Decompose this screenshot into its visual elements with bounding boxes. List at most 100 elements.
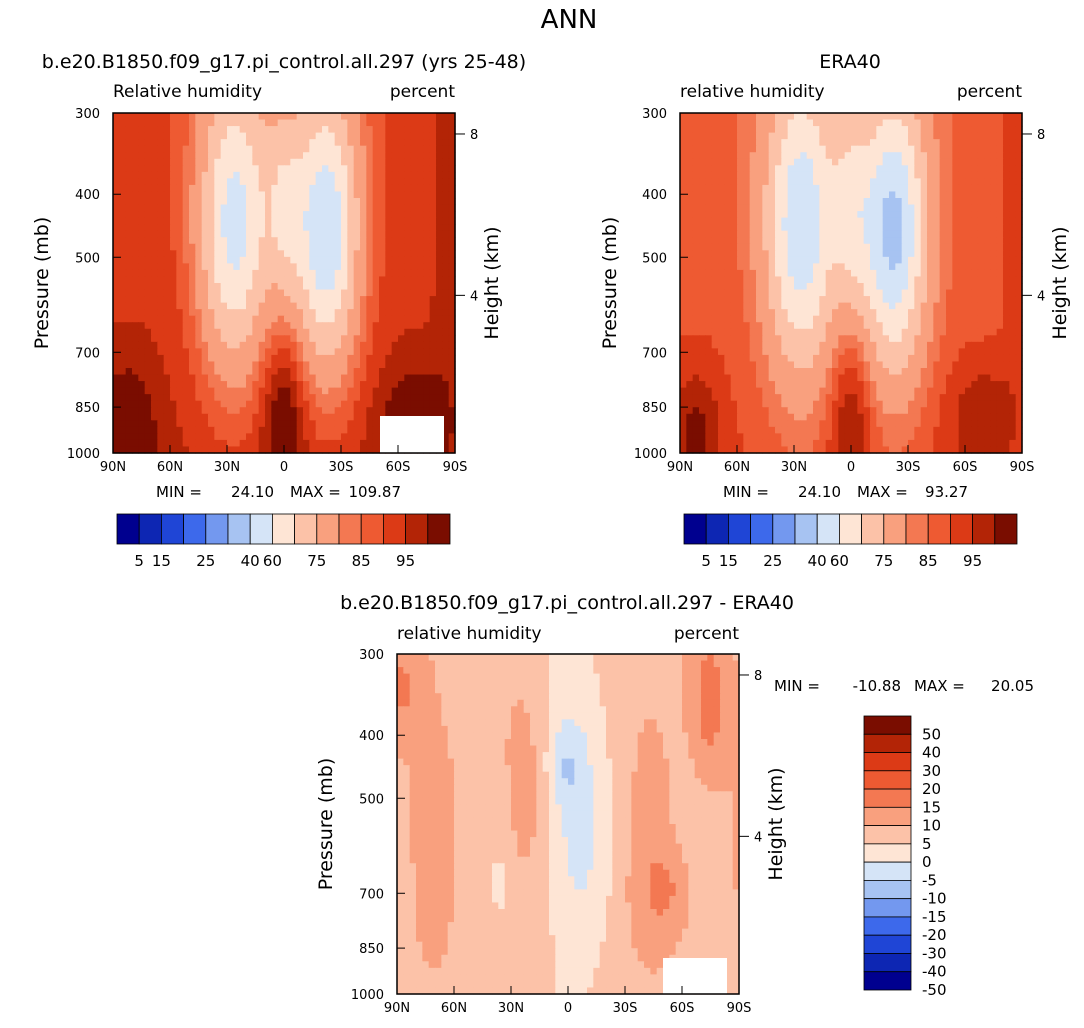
field-cell <box>309 256 317 264</box>
field-cell <box>844 328 852 336</box>
field-cell <box>901 302 909 310</box>
field-cell <box>946 237 953 245</box>
field-cell <box>195 296 203 304</box>
panel-title: b.e20.B1850.f09_g17.pi_control.all.297 (… <box>42 51 526 73</box>
field-cell <box>372 335 380 343</box>
missing-data-region <box>380 416 444 453</box>
field-cell <box>398 407 405 415</box>
field-cell <box>379 113 386 121</box>
field-cell <box>201 407 209 415</box>
field-cell <box>176 420 184 428</box>
field-cell <box>813 289 820 297</box>
field-cell <box>372 381 380 389</box>
field-cell <box>680 361 687 369</box>
field-cell <box>857 191 865 199</box>
field-cell <box>360 250 367 258</box>
field-cell <box>157 426 165 434</box>
y-tick-label: 1000 <box>67 447 100 462</box>
field-cell <box>927 139 934 147</box>
field-cell <box>429 296 437 304</box>
field-cell <box>284 224 291 232</box>
field-cell <box>680 191 687 199</box>
field-cell <box>990 309 998 317</box>
field-cell <box>908 139 915 147</box>
field-cell <box>768 139 776 147</box>
field-cell <box>901 113 909 121</box>
field-cell <box>303 250 310 258</box>
field-cell <box>692 145 700 153</box>
field-cell <box>410 368 418 376</box>
field-cell <box>144 243 152 251</box>
field-cell <box>303 309 310 317</box>
field-cell <box>125 191 133 199</box>
field-cell <box>277 381 285 389</box>
field-cell <box>410 256 418 264</box>
field-cell <box>743 315 751 323</box>
field-cell <box>901 269 909 278</box>
field-cell <box>189 191 196 199</box>
field-cell <box>863 243 871 251</box>
field-cell <box>372 354 380 363</box>
field-cell <box>195 381 203 389</box>
field-cell <box>284 354 291 363</box>
field-cell <box>385 315 393 323</box>
field-cell <box>844 276 852 284</box>
field-cell <box>322 165 329 173</box>
field-cell <box>182 145 190 153</box>
field-cell <box>436 224 443 232</box>
field-cell <box>195 198 203 206</box>
field-cell <box>328 361 336 369</box>
field-cell <box>927 315 934 323</box>
field-cell <box>787 361 795 369</box>
field-cell <box>939 256 947 264</box>
field-cell <box>442 276 450 284</box>
field-cell <box>239 237 247 245</box>
field-cell <box>819 315 827 323</box>
field-cell <box>132 250 139 258</box>
field-cell <box>233 335 241 343</box>
field-cell <box>379 387 386 395</box>
field-cell <box>958 289 966 297</box>
field-cell <box>851 302 858 310</box>
field-cell <box>844 171 852 179</box>
field-cell <box>132 126 139 134</box>
field-cell <box>182 269 190 278</box>
field-cell <box>680 224 687 232</box>
field-cell <box>711 237 719 245</box>
field-cell <box>290 413 298 421</box>
field-cell <box>309 433 317 441</box>
field-cell <box>914 256 922 264</box>
field-cell <box>730 145 738 153</box>
field-cell <box>252 165 260 173</box>
field-cell <box>870 269 877 278</box>
field-cell <box>692 263 700 271</box>
field-cell <box>328 387 336 395</box>
field-cell <box>144 256 152 264</box>
field-cell <box>353 289 361 297</box>
field-cell <box>692 368 700 376</box>
field-cell <box>933 211 941 219</box>
field-cell <box>718 283 725 291</box>
field-cell <box>151 119 158 127</box>
field-cell <box>144 309 152 317</box>
field-cell <box>214 400 222 408</box>
field-cell <box>990 119 998 127</box>
field-cell <box>201 354 209 363</box>
field-cell <box>1015 217 1023 225</box>
colorbar-label: 5 <box>134 552 144 570</box>
field-cell <box>800 341 808 349</box>
field-cell <box>762 204 770 212</box>
field-cell <box>208 439 215 448</box>
field-cell <box>341 171 348 179</box>
field-cell <box>844 354 852 363</box>
field-cell <box>214 230 222 238</box>
field-cell <box>151 348 158 356</box>
field-cell <box>391 250 399 258</box>
field-cell <box>119 211 127 219</box>
field-cell <box>144 126 152 134</box>
field-cell <box>119 139 127 147</box>
field-cell <box>686 283 694 291</box>
field-cell <box>749 224 757 232</box>
field-cell <box>442 315 450 323</box>
field-cell <box>781 119 789 127</box>
